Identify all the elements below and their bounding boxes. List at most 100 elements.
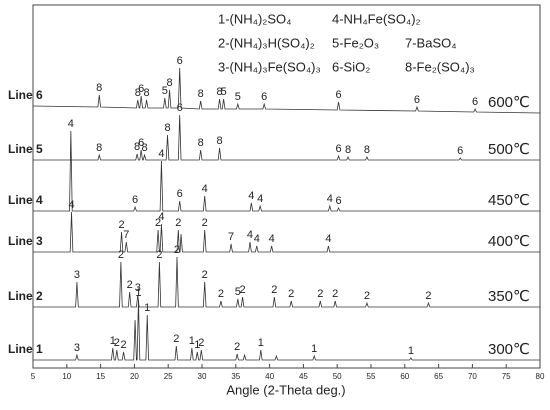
peak-label: 2 (173, 333, 179, 345)
peak-label: 8 (141, 142, 147, 154)
pattern-line (32, 67, 541, 114)
peak-label: 3 (135, 282, 141, 294)
peak-label: 4 (202, 183, 208, 195)
phase-legend-entry: 6-SiO₂ (332, 59, 370, 74)
x-tick-label: 80 (536, 372, 545, 381)
peak-label: 5 (162, 85, 168, 97)
peak-label: 2 (332, 288, 338, 300)
peak-label: 1 (258, 337, 264, 349)
peak-label: 6 (457, 145, 463, 157)
x-tick-label: 20 (130, 372, 139, 381)
peak-label: 6 (177, 102, 183, 114)
pattern-line (33, 114, 540, 161)
phase-legend-entry: 2-(NH₄)₃H(SO₄)₂ (218, 35, 315, 50)
x-tick-label: 65 (434, 372, 443, 381)
phase-legend-entry: 8-Fe₂(SO₄)₃ (405, 59, 475, 74)
x-tick-label: 10 (62, 372, 71, 381)
line-name: Line 6 (8, 88, 43, 102)
x-tick-label: 30 (198, 372, 207, 381)
temperature-label: 350℃ (488, 288, 530, 305)
peak-label: 4 (325, 233, 331, 245)
peak-label: 2 (127, 279, 133, 291)
line-name: Line 2 (8, 289, 43, 303)
peak-label: 5 (235, 286, 241, 298)
pattern-line (33, 256, 540, 308)
x-tick-label: 5 (31, 372, 36, 381)
peak-label: 4 (254, 233, 260, 245)
phase-legend-entry: 3-(NH₄)₃Fe(SO₄)₃ (218, 59, 321, 74)
temperature-label: 450℃ (488, 192, 530, 209)
peak-label: 8 (135, 87, 141, 99)
line-name: Line 5 (8, 142, 43, 156)
line-name: Line 3 (8, 234, 43, 248)
peak-label: 8 (217, 135, 223, 147)
peak-label: 3 (74, 342, 80, 354)
peak-label: 8 (198, 88, 204, 100)
peak-label: 8 (96, 82, 102, 94)
peak-label: 6 (177, 188, 183, 200)
peak-label: 2 (175, 217, 181, 229)
peak-label: 2 (364, 290, 370, 302)
temperature-label: 400℃ (488, 233, 530, 250)
peak-label: 2 (234, 341, 240, 353)
peak-label: 8 (166, 77, 172, 89)
line-name: Line 4 (8, 193, 43, 207)
peak-label: 6 (472, 96, 478, 108)
peak-label: 1 (189, 335, 195, 347)
pattern-line (33, 130, 540, 212)
x-tick-label: 25 (164, 372, 173, 381)
phase-legend-entry: 7-BaSO₄ (405, 35, 457, 50)
peak-label: 4 (68, 199, 74, 211)
peak-label: 4 (269, 233, 275, 245)
peak-label: 2 (202, 269, 208, 281)
x-tick-label: 55 (367, 372, 376, 381)
peak-label: 1 (194, 339, 200, 351)
phase-legend-entry: 1-(NH₄)₂SO₄ (218, 11, 291, 26)
peak-label: 6 (414, 94, 420, 106)
x-tick-label: 60 (400, 372, 409, 381)
peak-label: 6 (177, 55, 183, 67)
peak-label: 2 (155, 217, 161, 229)
peak-label: 4 (248, 190, 254, 202)
peak-label: 6 (138, 83, 144, 95)
peak-label: 2 (218, 288, 224, 300)
peak-label: 8 (134, 141, 140, 153)
temperature-label: 600℃ (488, 94, 530, 111)
peak-label: 2 (118, 249, 124, 261)
peak-label: 4 (247, 229, 253, 241)
peak-label: 2 (198, 337, 204, 349)
peak-label: 3 (74, 269, 80, 281)
peak-label: 8 (217, 86, 223, 98)
x-tick-label: 15 (96, 372, 105, 381)
peak-label: 6 (335, 89, 341, 101)
peak-label: 2 (202, 217, 208, 229)
peak-label: 1 (408, 345, 414, 357)
x-tick-label: 70 (468, 372, 477, 381)
peak-label: 8 (96, 142, 102, 154)
peak-label: 6 (335, 143, 341, 155)
peak-label: 8 (345, 144, 351, 156)
peak-label: 2 (156, 249, 162, 261)
temperature-label: 300℃ (488, 341, 530, 358)
phase-legend-entry: 5-Fe₂O₃ (332, 35, 379, 50)
peak-label: 4 (68, 118, 74, 130)
peak-label: 8 (144, 87, 150, 99)
x-axis-title: Angle (2-Theta deg.) (226, 382, 345, 397)
peak-label: 6 (335, 195, 341, 207)
peak-label: 8 (198, 137, 204, 149)
peak-label: 2 (271, 284, 277, 296)
x-tick-label: 45 (299, 372, 308, 381)
x-tick-label: 35 (231, 372, 240, 381)
peak-label: 2 (118, 219, 124, 231)
peak-label: 7 (228, 231, 234, 243)
peak-label: 1 (135, 287, 141, 299)
x-tick-label: 75 (502, 372, 511, 381)
peak-label: 4 (158, 211, 164, 223)
peak-label: 2 (114, 337, 120, 349)
peak-label: 2 (425, 290, 431, 302)
temperature-label: 500℃ (488, 141, 530, 158)
peak-label: 8 (364, 144, 370, 156)
peak-label: 4 (158, 148, 164, 160)
